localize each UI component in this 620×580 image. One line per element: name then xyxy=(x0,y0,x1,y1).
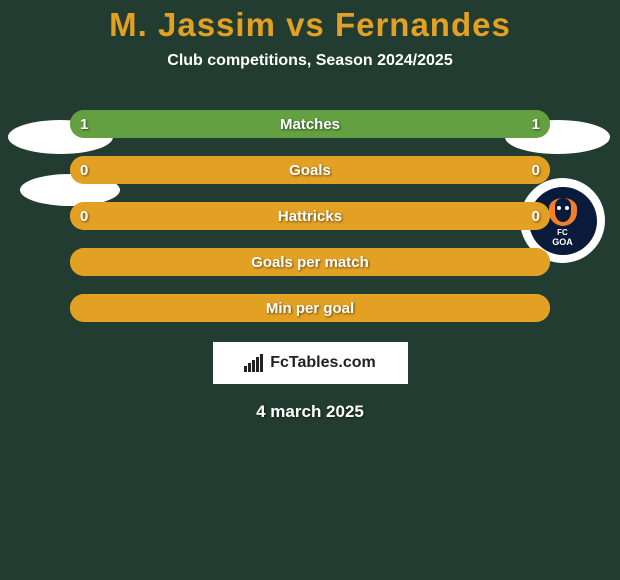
watermark: FcTables.com xyxy=(213,342,408,384)
club-line2: GOA xyxy=(552,237,573,247)
stat-row-gpm: Goals per match xyxy=(70,248,550,276)
stat-value-right: 0 xyxy=(532,208,540,225)
stat-row-hattricks: 0 Hattricks 0 xyxy=(70,202,550,230)
stat-value-left: 0 xyxy=(80,162,88,179)
stat-bar-left xyxy=(70,202,310,230)
stat-label: Goals xyxy=(289,162,331,179)
stat-row-goals: 0 Goals 0 xyxy=(70,156,550,184)
stat-label: Matches xyxy=(280,116,340,133)
stat-bar-right xyxy=(310,202,550,230)
stat-row-matches: 1 Matches 1 xyxy=(70,110,550,138)
subtitle: Club competitions, Season 2024/2025 xyxy=(0,52,620,70)
stat-value-left: 0 xyxy=(80,208,88,225)
stat-row-mpg: Min per goal xyxy=(70,294,550,322)
stat-bar-left xyxy=(70,110,310,138)
date: 4 march 2025 xyxy=(0,402,620,422)
watermark-text: FcTables.com xyxy=(270,354,376,372)
stat-value-right: 0 xyxy=(532,162,540,179)
stat-value-right: 1 xyxy=(532,116,540,133)
stat-value-left: 1 xyxy=(80,116,88,133)
stat-label: Min per goal xyxy=(266,300,354,317)
stats-container: 1 Matches 1 0 Goals 0 0 Hattricks 0 Goal… xyxy=(70,110,550,322)
stat-bar-left xyxy=(70,156,310,184)
stat-label: Hattricks xyxy=(278,208,342,225)
stat-bar-right xyxy=(310,110,550,138)
bars-icon xyxy=(244,354,266,372)
stat-label: Goals per match xyxy=(251,254,369,271)
club-line1: FC xyxy=(557,228,568,237)
page-title: M. Jassim vs Fernandes xyxy=(0,0,620,44)
stat-bar-right xyxy=(310,156,550,184)
